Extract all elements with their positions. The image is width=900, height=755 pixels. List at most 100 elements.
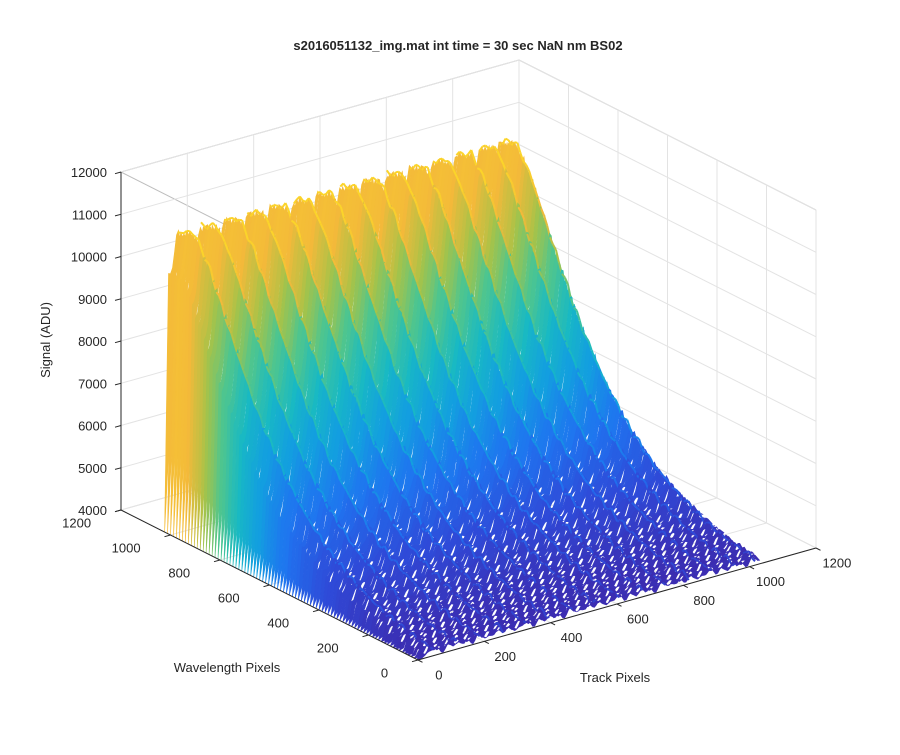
surface-ridge <box>444 609 447 611</box>
x-tick-label: 800 <box>693 593 715 608</box>
surface-ridge <box>587 443 590 444</box>
surface-ridge <box>561 603 564 604</box>
surface-ridge <box>477 168 480 169</box>
chart-title: s2016051132_img.mat int time = 30 sec Na… <box>293 38 622 53</box>
surface-ridge <box>213 223 216 227</box>
x-tick-mark <box>617 604 622 606</box>
surface-ridge <box>694 559 697 561</box>
surface-mesh <box>165 139 760 660</box>
surface-ridge <box>394 560 397 561</box>
z-tick-mark <box>115 383 121 385</box>
surface-ridge <box>413 165 416 169</box>
surface-ridge <box>544 461 547 462</box>
surface-ridge <box>624 419 627 420</box>
surface-ridge <box>523 621 526 622</box>
surface-ridge <box>574 562 577 563</box>
x-axis-label: Track Pixels <box>580 670 651 685</box>
z-tick-mark <box>115 341 121 343</box>
x-tick-mark <box>683 585 688 587</box>
z-tick-mark <box>115 172 121 174</box>
x-tick-mark <box>750 567 754 569</box>
surface-ridge <box>604 588 607 589</box>
y-tick-mark <box>313 610 319 612</box>
x-tick-label: 200 <box>494 649 516 664</box>
surface-ridge <box>434 188 437 189</box>
surface-ridge <box>470 607 473 609</box>
surface-ridge <box>377 606 380 607</box>
x-tick-label: 400 <box>561 630 583 645</box>
surface-ridge <box>359 589 362 590</box>
surface-ridge <box>657 578 660 579</box>
surface-ridge <box>201 222 204 225</box>
y-tick-mark <box>412 660 418 662</box>
z-tick-mark <box>115 468 121 470</box>
z-tick-label: 11000 <box>72 207 107 222</box>
z-tick-mark <box>115 426 121 428</box>
surface-ridge <box>687 500 690 504</box>
surface-ridge <box>569 586 572 587</box>
z-tick-mark <box>115 299 121 301</box>
surface-ridge <box>416 165 419 167</box>
y-tick-mark <box>165 535 171 537</box>
surface-ridge <box>459 152 462 153</box>
surface-ridge <box>473 609 476 610</box>
surface-ridge <box>672 488 675 490</box>
surface-ridge <box>387 170 390 174</box>
z-axis-label: Signal (ADU) <box>38 302 53 378</box>
surface-ridge <box>489 540 492 541</box>
surface-ridge <box>533 552 536 554</box>
surface-ridge <box>474 633 477 635</box>
surface-ridge <box>367 564 370 565</box>
surface-ridge <box>262 215 265 216</box>
z-tick-label: 12000 <box>71 165 107 180</box>
surface-ridge <box>323 194 326 195</box>
surface-ridge <box>430 648 433 649</box>
surface-ridge <box>514 142 517 143</box>
y-axis-label: Wavelength Pixels <box>174 660 281 675</box>
z-tick-label: 5000 <box>78 461 107 476</box>
y-tick-label: 1000 <box>112 541 141 556</box>
surface-ridge <box>506 139 509 141</box>
surface-ridge <box>616 571 619 572</box>
surface-ridge <box>507 557 510 558</box>
surface-ridge <box>606 508 609 509</box>
surface-ridge <box>560 578 563 579</box>
y-tick-mark <box>214 560 220 562</box>
x-tick-mark <box>418 660 423 662</box>
x-tick-mark <box>551 623 555 625</box>
surface-ridge <box>546 617 549 618</box>
y-tick-mark <box>363 635 369 637</box>
z-tick-label: 10000 <box>71 250 107 265</box>
surface-ridge <box>570 608 573 609</box>
surface-ridge <box>533 523 536 524</box>
x-tick-mark <box>484 641 489 643</box>
surface-ridge <box>343 183 346 187</box>
x-tick-mark <box>816 548 821 550</box>
y-tick-mark <box>264 585 270 587</box>
surface-ridge <box>485 616 488 617</box>
surface-ridge <box>743 552 746 553</box>
surface-ridge <box>341 528 344 529</box>
y-tick-label: 800 <box>168 566 190 581</box>
surface-ridge <box>425 167 428 168</box>
surface-ridge <box>572 586 575 587</box>
surface-ridge <box>464 574 467 575</box>
x-tick-label: 1000 <box>756 574 785 589</box>
x-tick-label: 600 <box>627 612 649 627</box>
surface-ridge <box>411 548 414 549</box>
surface-ridge <box>378 183 381 184</box>
surface-ridge <box>590 399 593 400</box>
z-tick-label: 6000 <box>78 419 107 434</box>
z-tick-label: 8000 <box>78 334 107 349</box>
z-tick-label: 7000 <box>78 376 107 391</box>
surface-ridge <box>620 520 623 521</box>
z-tick-label: 4000 <box>78 503 107 518</box>
surface-ridge <box>531 578 534 579</box>
surface-ridge <box>577 536 580 537</box>
surface-ridge <box>442 631 445 632</box>
y-tick-label: 600 <box>218 591 240 606</box>
z-tick-label: 9000 <box>78 292 107 307</box>
surface-ridge <box>367 181 370 182</box>
